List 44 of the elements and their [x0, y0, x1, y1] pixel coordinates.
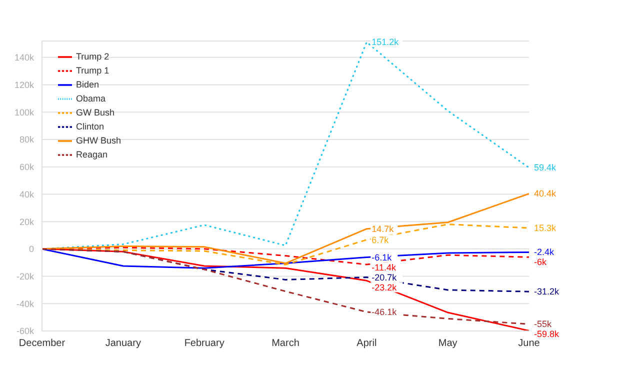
data-label: -46.1k [372, 306, 398, 317]
data-label: -6.1k [372, 252, 392, 262]
y-tick-label: 140k [14, 52, 34, 63]
line-series [42, 192, 529, 264]
y-tick-label: -60k [16, 326, 34, 336]
data-label: -20.7k [372, 272, 398, 282]
data-label: 40.4k [534, 188, 557, 199]
data-label: -23.2k [372, 282, 398, 292]
data-label: -11.4k [372, 262, 397, 272]
legend-label: Trump 2 [76, 51, 110, 62]
legend-label: Reagan [76, 149, 108, 160]
y-tick-label: 40k [19, 189, 34, 200]
x-tick-label: December [18, 338, 66, 350]
x-tick-label: January [105, 338, 141, 350]
y-tick-label: 80k [19, 134, 34, 145]
y-tick-label: 60k [19, 162, 34, 172]
y-tick-label: -20k [16, 271, 34, 282]
y-tick-label: 100k [14, 107, 34, 118]
x-tick-label: February [184, 338, 224, 350]
x-tick-label: May [438, 338, 458, 350]
legend-label: Trump 1 [76, 65, 110, 76]
legend-label: GW Bush [76, 107, 115, 118]
data-label: -59.8k [534, 329, 560, 340]
legend-label: Obama [76, 93, 106, 104]
data-label: 14.7k [372, 224, 394, 234]
data-label: -6k [534, 257, 547, 268]
line-series [42, 248, 529, 269]
legend-label: Clinton [76, 121, 104, 132]
x-tick-label: March [272, 338, 300, 350]
data-label: 15.3k [534, 222, 557, 233]
x-tick-label: June [518, 338, 540, 350]
legend-label: GHW Bush [76, 135, 122, 146]
y-tick-label: 120k [14, 80, 34, 90]
legend-label: Biden [76, 79, 100, 90]
data-label: 6.7k [372, 234, 390, 245]
data-label: -55k [534, 319, 552, 330]
y-tick-label: -40k [16, 298, 34, 309]
data-label: 59.4k [534, 162, 557, 173]
y-tick-label: 20k [19, 216, 34, 227]
data-label: 151.2k [372, 37, 400, 48]
x-tick-label: April [356, 338, 377, 350]
y-tick-label: 0 [28, 244, 34, 254]
data-label: -31.2k [534, 286, 560, 297]
data-label: -2.4k [534, 247, 555, 258]
